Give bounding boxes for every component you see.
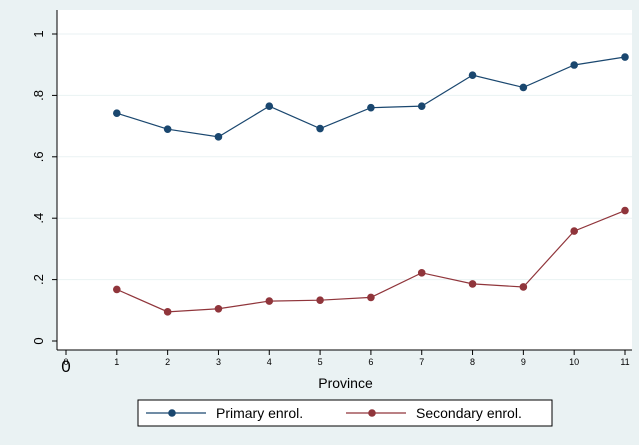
legend: Primary enrol. Secondary enrol. [137,399,553,427]
data-point [570,61,578,69]
data-point [265,102,274,110]
x-tick-label: 4 [267,357,272,367]
data-point [113,285,121,294]
data-point [417,102,426,110]
x-tick-label: 9 [521,357,526,367]
data-point [367,293,375,302]
plot-area [57,10,632,350]
x-axis: 0 1 2 3 4 5 6 7 8 9 10 110 [57,349,632,376]
data-point [214,133,223,141]
legend-marker [368,409,376,417]
legend-marker [168,409,176,417]
y-tick-label: .6 [31,151,46,162]
y-axis: 0 .2 .4 .6 .8 1 [31,10,58,350]
y-tick-label: .4 [31,213,46,224]
legend-item: Primary enrol. [146,405,303,421]
data-point [316,124,324,133]
data-point [621,53,629,61]
data-point [367,103,375,112]
data-point [621,206,629,215]
legend-item: Secondary enrol. [346,405,522,421]
x-tick-label: 7 [419,357,424,367]
legend-label: Primary enrol. [216,405,303,421]
data-point [316,296,324,304]
data-point [519,283,528,291]
legend-label: Secondary enrol. [416,405,522,421]
data-point [113,109,121,118]
x-tick-label: 11 [620,357,629,367]
data-point [570,227,578,235]
data-point [163,308,172,316]
gridlines [57,33,632,281]
x-tick-label: 0 [63,357,68,367]
data-point [265,297,274,305]
data-point [468,71,477,79]
y-tick-label: .8 [31,90,46,101]
y-tick-label: 0 [31,337,46,344]
legend-box [137,399,553,427]
x-tick-label: 8 [470,357,475,367]
x-tick-label: 6 [368,357,373,367]
x-origin-label: 0 [61,357,70,376]
data-point [417,269,426,277]
y-tick-label: 1 [31,30,46,37]
x-tick-label: 3 [216,357,221,367]
data-point [519,83,528,92]
series-group [113,53,629,316]
data-point [214,304,223,313]
series-2 [113,206,629,316]
data-point [163,125,172,133]
x-tick-label: 1 [114,357,119,367]
x-tick-label: 10 [569,357,579,367]
series-1 [113,53,629,141]
data-point [468,280,477,288]
x-tick-label: 2 [165,357,170,367]
x-axis-title: Province [318,375,373,391]
x-tick-label: 5 [318,357,323,367]
y-tick-label: .2 [31,274,46,285]
